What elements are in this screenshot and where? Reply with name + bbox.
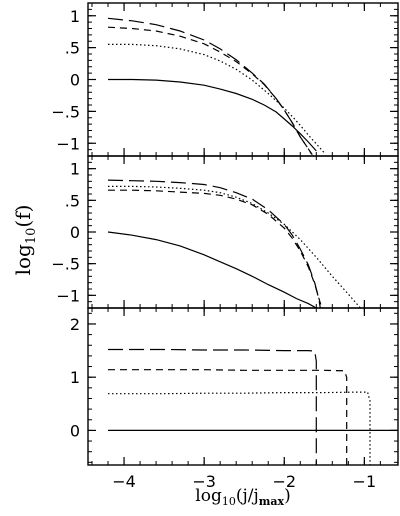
y-tick-label: −.5 bbox=[51, 255, 80, 274]
panel-top: −1 −.5 0 .5 1 bbox=[51, 2, 399, 157]
x-tick-label: −2 bbox=[272, 472, 296, 491]
x-label-sub: 10 bbox=[222, 495, 236, 508]
series-dotted bbox=[108, 391, 371, 465]
y-tick-label: 0 bbox=[70, 223, 80, 242]
x-tick-label: −3 bbox=[192, 472, 216, 491]
series-shortdash bbox=[108, 189, 323, 308]
panels-group: −1 −.5 0 .5 1 −1 −.5 0 .5 1 0 1 2 −4 −3 −2 −1 bbox=[51, 2, 399, 491]
y-tick-label: −1 bbox=[56, 286, 80, 305]
x-label-mid: (j/j bbox=[236, 486, 259, 506]
series-dotted bbox=[108, 43, 325, 154]
series-solid bbox=[107, 231, 317, 308]
y-axis-label: log10(f) bbox=[11, 205, 39, 276]
x-label-sub2: max bbox=[259, 495, 285, 508]
panel-middle: −1 −.5 0 .5 1 bbox=[51, 155, 399, 309]
x-label-end: ) bbox=[284, 486, 291, 506]
y-tick-label: 1 bbox=[70, 7, 80, 26]
x-tick-label: −4 bbox=[112, 472, 136, 491]
y-tick-label: −.5 bbox=[51, 102, 80, 121]
y-tick-label: 2 bbox=[70, 315, 80, 334]
series-dotted bbox=[108, 185, 361, 308]
y-label-rest: (f) bbox=[11, 205, 35, 228]
panel-frame bbox=[87, 155, 399, 309]
y-tick-label: 0 bbox=[70, 421, 80, 440]
panel-bottom: 0 1 2 −4 −3 −2 −1 bbox=[70, 307, 399, 491]
y-tick-label: .5 bbox=[65, 191, 80, 210]
x-tick-label: −1 bbox=[353, 472, 377, 491]
x-axis-label: log10(j/jmax) bbox=[195, 486, 290, 508]
series-longdash bbox=[107, 179, 321, 308]
y-tick-label: 0 bbox=[70, 71, 80, 90]
series-shortdash bbox=[108, 369, 348, 465]
y-label-main: log bbox=[11, 244, 35, 275]
series-group bbox=[108, 348, 398, 465]
y-label-sub: 10 bbox=[24, 228, 39, 245]
panel-frame bbox=[87, 307, 399, 466]
x-label-main: log bbox=[195, 486, 222, 506]
series-longdash bbox=[108, 348, 317, 465]
y-tick-label: 1 bbox=[70, 160, 80, 179]
y-tick-label: .5 bbox=[65, 39, 80, 58]
series-group bbox=[107, 179, 361, 308]
y-tick-label: 1 bbox=[70, 368, 80, 387]
y-tick-label: −1 bbox=[56, 134, 80, 153]
series-shortdash bbox=[107, 26, 313, 155]
series-group bbox=[107, 17, 325, 156]
series-solid bbox=[108, 78, 317, 152]
